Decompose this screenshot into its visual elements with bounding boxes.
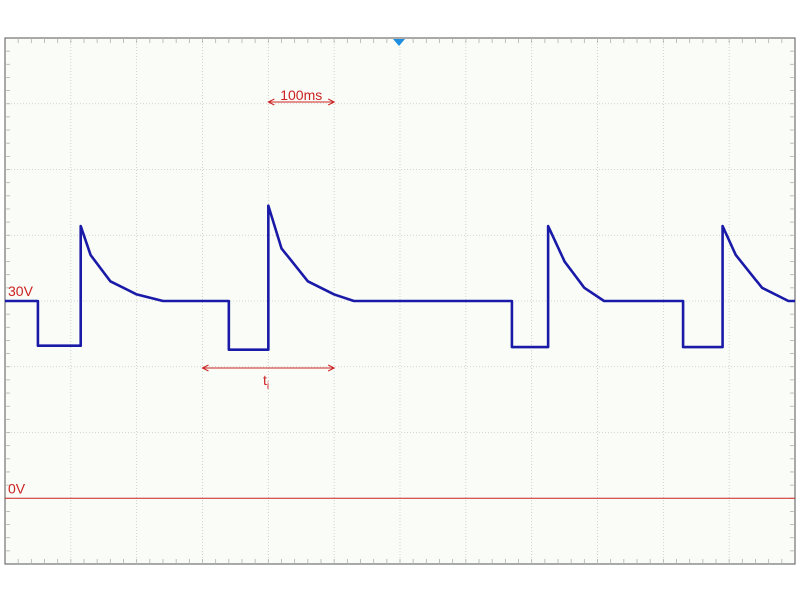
span-ti-label-sub: i	[267, 381, 269, 392]
waveform	[5, 204, 795, 351]
span-100ms-arrowhead-right	[327, 98, 336, 106]
span-100ms-label: 100ms	[280, 87, 322, 103]
span-ti: ti	[201, 364, 336, 392]
span-100ms-arrowhead-left	[267, 98, 275, 106]
grid-ticks	[5, 38, 795, 564]
level-label-30v: 30V	[8, 283, 34, 299]
span-ti-label: ti	[263, 372, 269, 392]
trigger-position-marker	[393, 39, 405, 46]
level-label-0v: 0V	[8, 480, 26, 496]
span-ti-arrowhead-right	[327, 364, 336, 372]
span-ti-arrowhead-left	[201, 364, 209, 372]
span-100ms: 100ms	[267, 87, 336, 106]
span-ti-label-main: t	[263, 372, 267, 388]
grid	[5, 38, 795, 564]
waveform-trace	[5, 204, 795, 351]
